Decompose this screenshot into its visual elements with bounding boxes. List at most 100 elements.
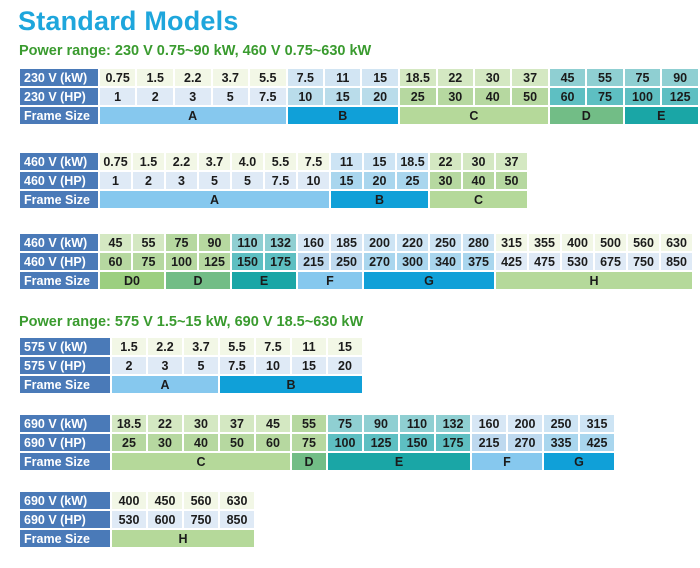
table-cell: 30 [463, 153, 494, 170]
page-title: Standard Models [18, 6, 239, 36]
row-header: 460 V (kW) [20, 153, 98, 170]
table-cell: 75 [624, 69, 661, 86]
table-cell: 2.2 [166, 153, 197, 170]
table-cell: 30 [475, 69, 511, 86]
table-row: 575 V (HP) 2 3 5 7.5 10 15 20 [20, 357, 362, 374]
table-cell: 175 [265, 253, 296, 270]
table-cell: 150 [232, 253, 263, 270]
frame-size-header: Frame Size [20, 272, 98, 289]
table-cell: 300 [397, 253, 428, 270]
table-cell: 10 [256, 357, 290, 374]
table-cell: 30 [437, 88, 473, 105]
frame-size-cell: B [220, 376, 362, 393]
table-cell: 60 [549, 88, 586, 105]
frame-size-row: Frame Size A B [20, 376, 362, 393]
table-cell: 7.5 [265, 172, 296, 189]
table-cell: 215 [472, 434, 506, 451]
table-cell: 1 [100, 172, 131, 189]
table-cell: 40 [463, 172, 494, 189]
table-cell: 125 [662, 88, 698, 105]
frame-size-cell: A [99, 107, 286, 124]
table-cell: 18.5 [399, 69, 436, 86]
frame-size-cell: B [331, 191, 428, 208]
table-cell: 15 [325, 88, 361, 105]
table-cell: 0.75 [100, 153, 131, 170]
table-row: 460 V (kW) 45 55 75 90 110 132 160 185 200 220 250 2… [20, 234, 692, 251]
table-cell: 750 [184, 511, 218, 528]
table-cell: 280 [463, 234, 494, 251]
table-cell: 355 [529, 234, 560, 251]
table-cell: 270 [508, 434, 542, 451]
table-cell: 75 [133, 253, 164, 270]
table-cell: 18.5 [112, 415, 146, 432]
table-cell: 220 [397, 234, 428, 251]
frame-size-cell: F [472, 453, 542, 470]
table-cell: 60 [100, 253, 131, 270]
table-cell: 50 [220, 434, 254, 451]
frame-size-header: Frame Size [20, 191, 98, 208]
frame-size-cell: A [100, 191, 329, 208]
table-row: 690 V (kW) 18.5 22 30 37 45 55 75 90 110 132 160 200… [20, 415, 614, 432]
table-cell: 30 [148, 434, 182, 451]
table-cell: 500 [595, 234, 626, 251]
table-cell: 25 [397, 172, 428, 189]
frame-size-cell: H [112, 530, 254, 547]
frame-size-row: Frame Size A B C D E [20, 107, 698, 124]
table-cell: 4.0 [232, 153, 263, 170]
table-cell: 475 [529, 253, 560, 270]
table-cell: 270 [364, 253, 395, 270]
table-cell: 100 [328, 434, 362, 451]
table-cell: 45 [549, 69, 586, 86]
table-cell: 37 [512, 69, 548, 86]
frame-size-cell: D [292, 453, 326, 470]
table-cell: 5 [184, 357, 218, 374]
table-cell: 375 [463, 253, 494, 270]
frame-size-cell: G [544, 453, 614, 470]
table-cell: 50 [496, 172, 527, 189]
table-cell: 400 [112, 492, 146, 509]
spec-table-690v-large: 690 V (kW) 400 450 560 630 690 V (HP) 530 600 75… [18, 490, 256, 549]
table-cell: 5 [232, 172, 263, 189]
table-row: 690 V (kW) 400 450 560 630 [20, 492, 254, 509]
table-cell: 30 [430, 172, 461, 189]
table-cell: 125 [199, 253, 230, 270]
table-cell: 25 [399, 88, 436, 105]
table-cell: 75 [292, 434, 326, 451]
table-cell: 250 [430, 234, 461, 251]
row-header: 460 V (HP) [20, 253, 98, 270]
table-cell: 1.5 [133, 153, 164, 170]
table-cell: 340 [430, 253, 461, 270]
table-cell: 11 [292, 338, 326, 355]
table-cell: 1 [99, 88, 136, 105]
spec-table-460v-small: 460 V (kW) 0.75 1.5 2.2 3.7 4.0 5.5 7.5 11 15 18.5… [18, 151, 529, 210]
spec-table-575v: 575 V (kW) 1.5 2.2 3.7 5.5 7.5 11 15 575 V (HP) 2… [18, 336, 364, 395]
table-cell: 7.5 [287, 69, 324, 86]
table-row: 230 V (kW) 0.75 1.5 2.2 3.7 5.5 7.5 11 15 18.5 22 3… [20, 69, 698, 86]
table-cell: 850 [661, 253, 692, 270]
table-cell: 22 [437, 69, 473, 86]
table-cell: 11 [325, 69, 361, 86]
table-cell: 2.2 [174, 69, 211, 86]
table-cell: 5 [212, 88, 249, 105]
table-cell: 630 [661, 234, 692, 251]
table-cell: 18.5 [397, 153, 428, 170]
table-cell: 160 [472, 415, 506, 432]
table-cell: 125 [364, 434, 398, 451]
table-cell: 200 [364, 234, 395, 251]
table-cell: 37 [220, 415, 254, 432]
row-header: 460 V (HP) [20, 172, 98, 189]
table-cell: 5 [199, 172, 230, 189]
table-row: 690 V (HP) 25 30 40 50 60 75 100 125 150 175 215 270… [20, 434, 614, 451]
frame-size-header: Frame Size [20, 530, 110, 547]
table-cell: 90 [364, 415, 398, 432]
table-cell: 600 [148, 511, 182, 528]
row-header: 230 V (HP) [20, 88, 98, 105]
table-cell: 11 [331, 153, 362, 170]
table-cell: 5.5 [265, 153, 296, 170]
power-range-subtitle-1: Power range: 230 V 0.75~90 kW, 460 V 0.7… [19, 43, 372, 59]
table-cell: 335 [544, 434, 578, 451]
table-cell: 0.75 [99, 69, 136, 86]
spec-table-460v-large: 460 V (kW) 45 55 75 90 110 132 160 185 200 220 250 2… [18, 232, 694, 291]
table-cell: 215 [298, 253, 329, 270]
table-cell: 45 [256, 415, 290, 432]
